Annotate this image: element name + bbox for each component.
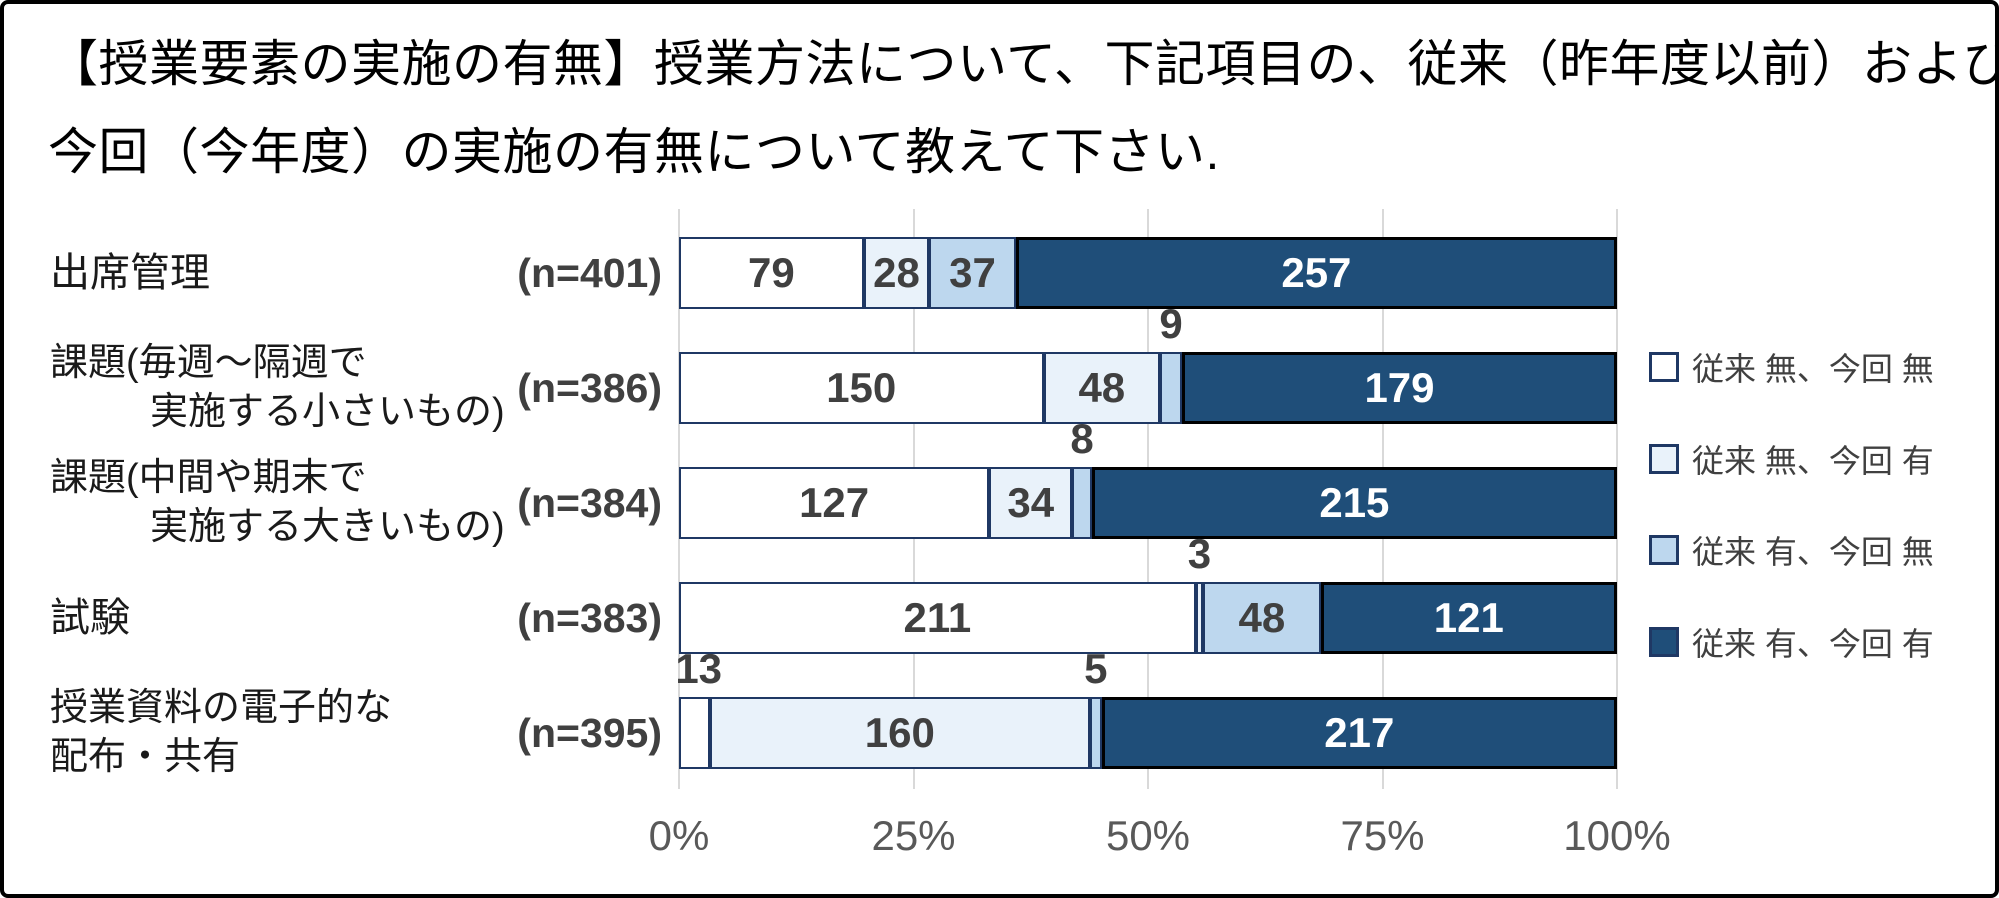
n-count-label: (n=401) <box>517 249 662 296</box>
segment-value-label: 37 <box>949 249 996 296</box>
legend-label: 従来 有、今回 有 <box>1692 625 1934 662</box>
above-bar-value-label: 9 <box>1159 300 1183 347</box>
x-axis-tick: 75% <box>1340 812 1425 859</box>
category-label-line: 授業資料の電子的な <box>50 687 393 729</box>
legend-label: 従来 無、今回 有 <box>1692 442 1934 479</box>
bar-segment-2: 160 <box>709 697 1090 769</box>
bar-segment-1: 127 <box>679 467 990 539</box>
legend-swatch-icon <box>1649 626 1679 657</box>
legend-item: 従来 無、今回 有 <box>1649 413 1934 505</box>
stacked-bar: 150 48 179 <box>679 352 1617 424</box>
legend-label: 従来 有、今回 無 <box>1692 534 1934 570</box>
legend-item: 従来 有、今回 無 <box>1649 504 1934 596</box>
legend-item: 従来 無、今回 無 <box>1649 321 1934 413</box>
category-label-line: 課題(毎週～隔週で <box>50 342 367 384</box>
legend-swatch-icon <box>1649 443 1679 474</box>
category-label: 授業資料の電子的な 配布・共有 <box>50 687 625 778</box>
category-label-line: 実施する大きいもの) <box>150 506 505 548</box>
category-label: 試験 <box>50 582 625 654</box>
bar-segment-1 <box>679 697 710 769</box>
bar-segment-3 <box>1089 697 1102 769</box>
bar-segment-3: 48 <box>1203 582 1321 654</box>
bar-segment-3 <box>1160 352 1182 424</box>
legend-item: 従来 有、今回 有 <box>1649 596 1934 688</box>
above-bar-value-label: 3 <box>1187 530 1212 577</box>
bar-segment-1: 79 <box>679 237 864 309</box>
segment-value-label: 79 <box>748 249 795 296</box>
category-label-line: 配布・共有 <box>50 736 241 778</box>
bar-segment-2: 28 <box>863 237 930 309</box>
segment-value-label: 28 <box>873 249 920 296</box>
x-axis-tick: 50% <box>1105 812 1191 859</box>
category-label-line: 試験 <box>50 595 130 640</box>
chart-title: 【授業要素の実施の有無】授業方法について、下記項目の、従来（昨年度以前）および … <box>48 20 1999 196</box>
bar-segment-3 <box>1072 467 1092 539</box>
bar-segment-1: 150 <box>679 352 1044 424</box>
stacked-bar: 79 28 37 257 <box>679 237 1617 309</box>
segment-value-label: 217 <box>1324 709 1395 756</box>
n-count-label: (n=384) <box>517 479 662 526</box>
bar-segment-2 <box>1195 582 1204 654</box>
segment-value-label: 179 <box>1364 364 1435 411</box>
chart-title-line2: 今回（今年度）の実施の有無について教えて下さい. <box>48 124 1220 180</box>
n-count-label: (n=395) <box>517 709 662 756</box>
n-count-label: (n=383) <box>517 594 662 641</box>
above-bar-value-label: 13 <box>675 645 723 692</box>
segment-value-label: 34 <box>1007 479 1055 526</box>
category-label-line: 実施する小さいもの) <box>150 391 505 433</box>
category-label-line: 出席管理 <box>50 250 210 295</box>
bar-segment-2: 48 <box>1043 352 1161 424</box>
category-label-line: 課題(中間や期末で <box>50 457 367 499</box>
n-count-label: (n=386) <box>517 364 662 411</box>
stacked-bar: 160 217 <box>679 697 1617 769</box>
stacked-bar: 127 34 215 <box>679 467 1617 539</box>
category-label: 課題(中間や期末で実施する大きいもの) <box>50 457 625 548</box>
segment-value-label: 150 <box>826 364 897 411</box>
bar-segment-2: 34 <box>989 467 1073 539</box>
bar-segment-4: 121 <box>1320 582 1617 654</box>
legend-swatch-icon <box>1649 352 1679 382</box>
bar-segment-1: 211 <box>679 582 1196 654</box>
category-label: 出席管理 <box>50 237 625 309</box>
bar-segment-4: 217 <box>1101 697 1617 769</box>
segment-value-label: 211 <box>903 594 972 641</box>
bar-segment-3: 37 <box>929 237 1016 309</box>
chart-title-line1: 【授業要素の実施の有無】授業方法について、下記項目の、従来（昨年度以前）および <box>48 36 1999 92</box>
segment-value-label: 121 <box>1433 594 1504 641</box>
segment-value-label: 215 <box>1319 479 1390 526</box>
gridline-100 <box>1616 209 1618 789</box>
stacked-bar: 211 48 121 <box>679 582 1617 654</box>
segment-value-label: 127 <box>799 479 870 526</box>
x-axis-tick: 25% <box>871 812 956 859</box>
legend-label: 従来 無、今回 無 <box>1692 351 1934 387</box>
segment-value-label: 48 <box>1238 594 1286 641</box>
above-bar-value-label: 8 <box>1070 415 1094 462</box>
segment-value-label: 160 <box>864 709 935 756</box>
x-axis-tick: 0% <box>648 812 710 859</box>
segment-value-label: 48 <box>1078 364 1126 411</box>
legend-swatch-icon <box>1649 535 1679 565</box>
above-bar-value-label: 5 <box>1084 645 1108 692</box>
bar-segment-4: 215 <box>1091 467 1617 539</box>
x-axis-tick: 100% <box>1563 812 1671 859</box>
category-label: 課題(毎週～隔週で実施する小さいもの) <box>50 342 625 433</box>
bar-segment-4: 257 <box>1015 237 1617 309</box>
segment-value-label: 257 <box>1281 249 1352 296</box>
bar-segment-4: 179 <box>1182 352 1617 424</box>
